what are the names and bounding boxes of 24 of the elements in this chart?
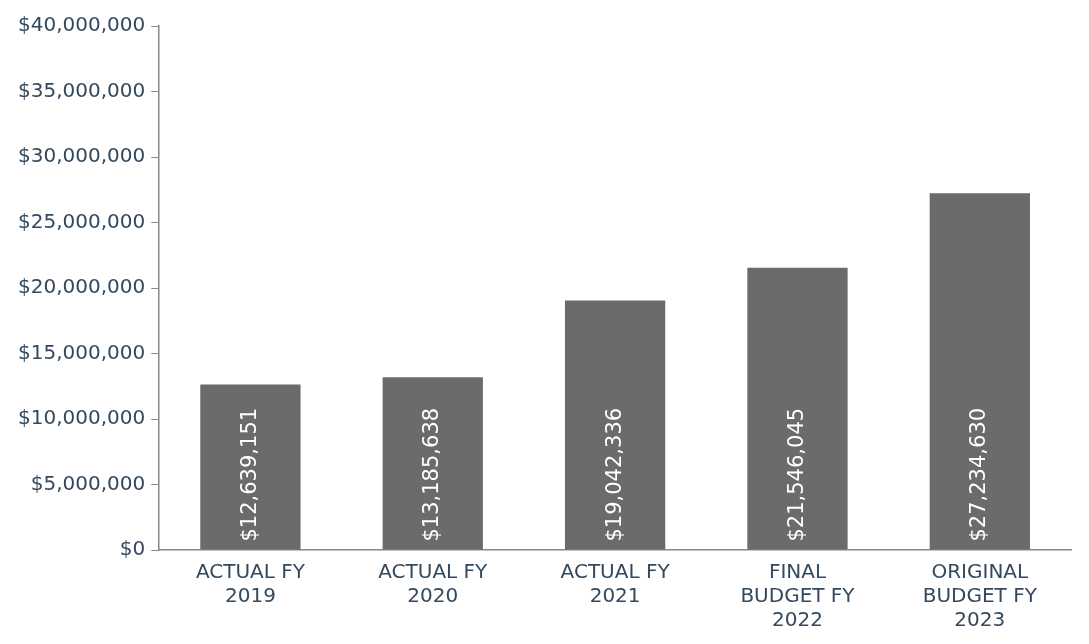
x-tick-label: ACTUAL FY 2019: [195, 559, 306, 608]
x-tick-label: ACTUAL FY 2021: [560, 559, 671, 608]
y-tick-label: $15,000,000: [17, 339, 146, 364]
bar: [200, 384, 301, 550]
data-label: $13,185,638: [419, 407, 444, 542]
data-label: $21,546,045: [783, 407, 808, 542]
y-tick-label: $10,000,000: [17, 405, 146, 430]
x-tick-label: ORIGINAL BUDGET FY 2023: [922, 559, 1038, 632]
x-tick-label: FINAL BUDGET FY 2022: [740, 559, 856, 632]
y-tick-label: $40,000,000: [17, 12, 146, 37]
y-tick-label: $0: [119, 536, 146, 561]
y-tick-label: $25,000,000: [17, 208, 146, 233]
bar: [747, 267, 848, 550]
y-tick-label: $35,000,000: [17, 77, 146, 102]
y-tick-label: $20,000,000: [17, 274, 146, 299]
y-tick-label: $30,000,000: [17, 143, 146, 168]
y-tick-label: $5,000,000: [30, 470, 146, 495]
bar: [929, 193, 1030, 550]
data-label: $19,042,336: [601, 407, 626, 542]
bar: [382, 377, 483, 550]
data-label: $12,639,151: [236, 407, 261, 542]
data-label: $27,234,630: [966, 407, 991, 542]
x-tick-label: ACTUAL FY 2020: [378, 559, 489, 608]
bar: [564, 300, 666, 550]
